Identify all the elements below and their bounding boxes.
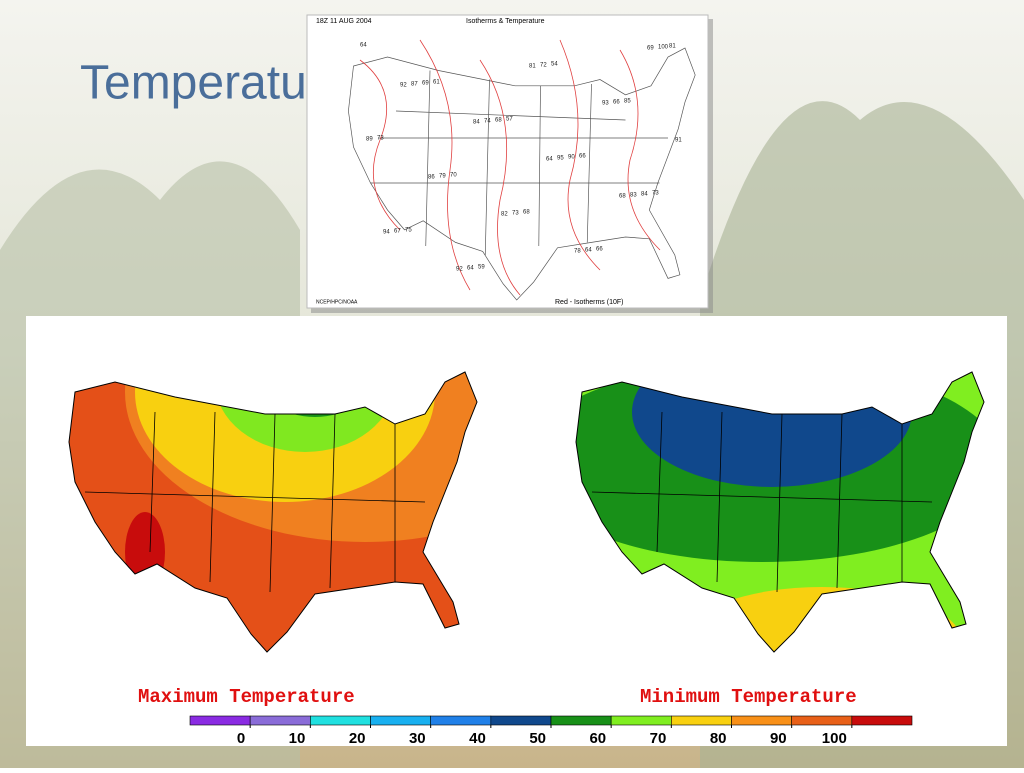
station-value: 86 <box>428 175 435 181</box>
station-value: 70 <box>450 173 457 179</box>
station-value: 89 <box>366 137 373 143</box>
station-value: 82 <box>501 212 508 218</box>
color-segment <box>550 715 612 726</box>
slide-title: Temperature <box>80 57 349 110</box>
station-value: 79 <box>439 174 446 180</box>
station-value: 64 <box>360 43 367 49</box>
station-value: 73 <box>652 191 659 197</box>
station-value: 95 <box>557 156 564 162</box>
station-value: 66 <box>613 100 620 106</box>
legend: 0 10 20 30 40 50 60 70 80 90 100 <box>189 715 913 747</box>
min-title: Minimum Temperature <box>640 686 857 708</box>
station-value: 69 <box>422 81 429 87</box>
station-value: 75 <box>405 228 412 234</box>
tick-label: 50 <box>529 730 546 747</box>
station-value: 61 <box>433 80 440 86</box>
station-value: 92 <box>456 267 463 273</box>
color-segment <box>851 715 913 726</box>
tick-label: 90 <box>770 730 787 747</box>
station-value: 68 <box>495 118 502 124</box>
station-value: 100 <box>658 45 669 51</box>
station-value: 83 <box>630 193 637 199</box>
station-value: 81 <box>529 64 536 70</box>
map-note: Red - Isotherms (10F) <box>555 299 623 306</box>
color-segment <box>490 715 552 726</box>
color-segment <box>310 715 371 726</box>
color-segment <box>370 715 431 726</box>
station-value: 66 <box>579 154 586 160</box>
station-value: 68 <box>619 194 626 200</box>
station-value: 90 <box>568 155 575 161</box>
station-value: 67 <box>394 229 401 235</box>
station-value: 69 <box>647 46 654 52</box>
tick-label: 10 <box>289 730 306 747</box>
station-value: 84 <box>641 192 648 198</box>
tick-label: 100 <box>822 730 847 747</box>
tick-label: 40 <box>469 730 486 747</box>
map-title: Isotherms & Temperature <box>466 18 545 25</box>
tick-label: 80 <box>710 730 727 747</box>
color-segment <box>249 715 311 726</box>
color-segment <box>731 715 792 726</box>
station-value: 94 <box>383 230 390 236</box>
station-value: 66 <box>596 247 603 253</box>
tick-label: 30 <box>409 730 426 747</box>
station-value: 91 <box>675 138 682 144</box>
station-value: 72 <box>540 63 547 69</box>
isotherm-map: 18Z 11 AUG 2004 Isotherms & Temperature … <box>306 14 713 313</box>
map-timestamp: 18Z 11 AUG 2004 <box>316 18 372 25</box>
station-value: 78 <box>574 249 581 255</box>
color-segment <box>791 715 853 726</box>
station-value: 73 <box>377 136 384 142</box>
color-segment <box>430 715 492 726</box>
station-value: 81 <box>669 44 676 50</box>
station-value: 64 <box>585 248 592 254</box>
tick-label: 20 <box>349 730 366 747</box>
tick-label: 0 <box>237 730 245 747</box>
station-value: 93 <box>602 101 609 107</box>
tick-label: 70 <box>650 730 667 747</box>
tick-label: 60 <box>589 730 606 747</box>
station-value: 68 <box>523 210 530 216</box>
max-title: Maximum Temperature <box>138 686 355 708</box>
color-segment <box>189 715 251 726</box>
map-credit: NCEP/HPC/NOAA <box>316 299 358 305</box>
station-value: 64 <box>467 266 474 272</box>
color-segment <box>671 715 732 726</box>
color-segment <box>610 715 672 726</box>
station-value: 57 <box>506 117 513 123</box>
station-value: 92 <box>400 83 407 89</box>
station-value: 87 <box>411 82 418 88</box>
station-value: 73 <box>512 211 519 217</box>
station-value: 54 <box>551 62 558 68</box>
station-value: 59 <box>478 265 485 271</box>
station-value: 85 <box>624 99 631 105</box>
station-value: 84 <box>473 120 480 126</box>
station-value: 74 <box>484 119 491 125</box>
station-value: 64 <box>546 157 553 163</box>
